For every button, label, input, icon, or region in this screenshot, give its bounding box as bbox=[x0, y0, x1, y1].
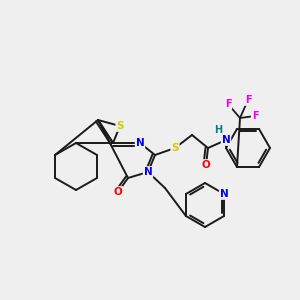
Text: F: F bbox=[225, 99, 231, 109]
Text: N: N bbox=[220, 189, 228, 199]
Text: F: F bbox=[245, 95, 251, 105]
Text: N: N bbox=[222, 135, 230, 145]
Text: H: H bbox=[214, 125, 222, 135]
Text: S: S bbox=[116, 121, 124, 131]
Text: O: O bbox=[114, 187, 122, 197]
Text: F: F bbox=[252, 111, 258, 121]
Text: S: S bbox=[171, 143, 179, 153]
Text: N: N bbox=[144, 167, 152, 177]
Text: N: N bbox=[136, 138, 144, 148]
Text: O: O bbox=[202, 160, 210, 170]
